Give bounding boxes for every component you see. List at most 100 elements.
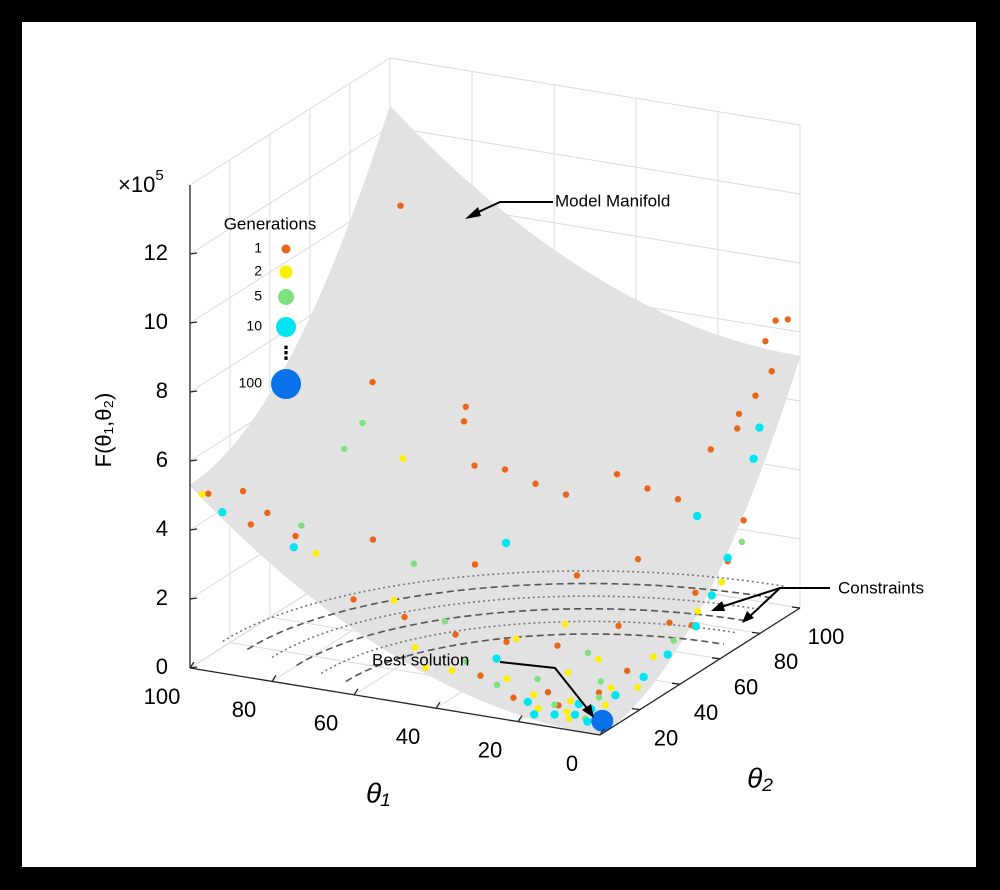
data-point — [772, 317, 779, 324]
arrow-head — [465, 207, 481, 219]
data-point — [567, 697, 574, 705]
data-point — [292, 532, 299, 540]
data-point — [564, 669, 572, 676]
data-point — [707, 591, 716, 600]
data-point — [762, 338, 769, 345]
data-point — [602, 701, 609, 709]
data-point — [247, 521, 254, 528]
data-point — [551, 701, 558, 708]
data-point — [550, 710, 559, 719]
data-point — [298, 522, 305, 529]
y-tick — [631, 707, 641, 711]
y-tick — [711, 657, 721, 660]
data-point — [501, 466, 509, 473]
data-point — [694, 607, 702, 615]
z-tick-label: 0 — [156, 654, 168, 679]
constraint-curve — [271, 595, 761, 659]
legend-marker — [271, 369, 301, 399]
data-point — [723, 553, 732, 563]
y-tick-label: 100 — [808, 624, 845, 649]
arrow-heads — [465, 207, 754, 718]
data-point — [634, 555, 642, 563]
z-tick-label: 4 — [156, 516, 168, 541]
data-point — [477, 672, 484, 679]
z-tick — [189, 597, 198, 600]
y-axis — [599, 607, 801, 736]
z-tick-label: 6 — [156, 447, 168, 472]
data-point — [670, 637, 677, 644]
data-point — [595, 694, 603, 701]
data-point — [471, 561, 479, 568]
data-point — [597, 678, 604, 685]
data-point — [401, 613, 408, 621]
data-point — [565, 715, 573, 722]
data-point — [718, 578, 726, 586]
x-tick-label: 40 — [396, 724, 420, 749]
data-point — [693, 511, 702, 521]
data-point — [462, 658, 470, 665]
y-tick-label: 20 — [654, 725, 678, 750]
y-tick-label: 60 — [734, 675, 758, 700]
data-point — [534, 675, 541, 683]
data-point — [198, 490, 206, 498]
data-point — [611, 691, 620, 700]
z-tick — [189, 528, 198, 531]
y-tick — [791, 606, 801, 609]
data-point — [410, 560, 418, 567]
z-multiplier: ×105 — [118, 167, 164, 197]
constraint-curve — [246, 582, 773, 651]
data-point — [218, 507, 227, 517]
data-point — [674, 496, 682, 503]
z-tick — [189, 252, 198, 255]
data-point — [755, 423, 764, 432]
data-point — [462, 403, 469, 411]
annotation: Model Manifold — [555, 191, 670, 210]
z-multiplier-base: ×10 — [118, 172, 155, 197]
arrow-head — [742, 611, 754, 623]
x-tick — [435, 701, 441, 709]
constraint-curve — [345, 633, 725, 683]
data-point — [264, 509, 271, 517]
data-point — [544, 689, 552, 696]
data-point — [573, 572, 581, 579]
data-point — [530, 691, 538, 699]
legend-marker — [278, 289, 294, 305]
x-tick-label: 100 — [144, 684, 181, 709]
points — [198, 202, 791, 732]
data-point — [359, 419, 366, 427]
data-point — [205, 490, 212, 497]
annotation: Best solution — [372, 650, 469, 669]
data-point — [448, 667, 456, 674]
arrow — [471, 201, 553, 216]
data-point — [411, 644, 419, 651]
data-point — [501, 538, 511, 548]
arrow — [499, 661, 591, 713]
x-tick — [517, 715, 523, 722]
data-point — [503, 675, 511, 682]
x-tick — [353, 688, 359, 696]
data-point — [397, 202, 404, 209]
data-point — [749, 454, 758, 463]
data-point — [503, 638, 510, 646]
legend-label: 100 — [239, 375, 263, 391]
data-point — [390, 597, 398, 604]
legend-label: 5 — [254, 288, 262, 304]
data-point — [584, 649, 592, 657]
x-tick-label: 80 — [232, 697, 256, 722]
data-point — [530, 710, 539, 719]
data-point — [534, 705, 542, 712]
x-label: θ₁ — [366, 777, 390, 808]
x-tick — [189, 661, 195, 669]
data-point — [650, 653, 657, 661]
x-tick — [271, 675, 277, 682]
legend-label: 2 — [254, 263, 262, 279]
x-tick-label: 0 — [566, 751, 578, 776]
legend-label: 1 — [254, 240, 262, 256]
z-tick — [189, 390, 198, 393]
x-axis — [189, 667, 601, 736]
data-point — [691, 622, 700, 631]
data-point — [663, 650, 672, 659]
data-point — [289, 542, 298, 552]
z-tick — [189, 459, 198, 462]
data-point — [607, 684, 615, 692]
